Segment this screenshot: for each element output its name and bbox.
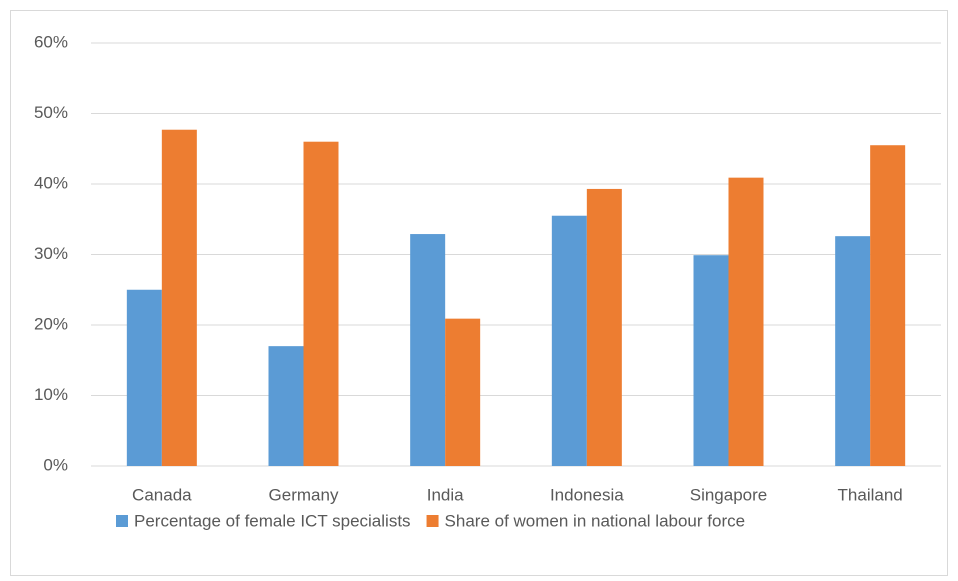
bar: [835, 236, 871, 466]
x-tick-label: Thailand: [838, 485, 903, 504]
bar: [728, 177, 764, 466]
legend-label: Share of women in national labour force: [445, 511, 746, 530]
bar: [586, 188, 622, 466]
bar: [303, 141, 339, 466]
x-tick-label: Germany: [269, 485, 339, 504]
y-tick-label: 20%: [34, 314, 68, 333]
bar: [161, 129, 197, 466]
y-tick-label: 10%: [34, 385, 68, 404]
legend-swatch: [426, 515, 439, 527]
bar: [551, 215, 587, 466]
bar: [126, 289, 162, 466]
y-tick-label: 0%: [43, 455, 68, 474]
bar: [268, 346, 304, 466]
legend-label: Percentage of female ICT specialists: [134, 511, 411, 530]
y-tick-label: 40%: [34, 173, 68, 192]
bar: [870, 145, 906, 466]
x-tick-label: Indonesia: [550, 485, 624, 504]
bar: [693, 255, 729, 466]
bar: [410, 234, 446, 466]
bar: [445, 318, 481, 466]
x-tick-label: Canada: [132, 485, 192, 504]
y-tick-label: 30%: [34, 244, 68, 263]
x-tick-label: India: [427, 485, 464, 504]
y-tick-label: 60%: [34, 32, 68, 51]
y-tick-label: 50%: [34, 103, 68, 122]
legend-swatch: [116, 515, 128, 527]
x-tick-label: Singapore: [690, 485, 768, 504]
